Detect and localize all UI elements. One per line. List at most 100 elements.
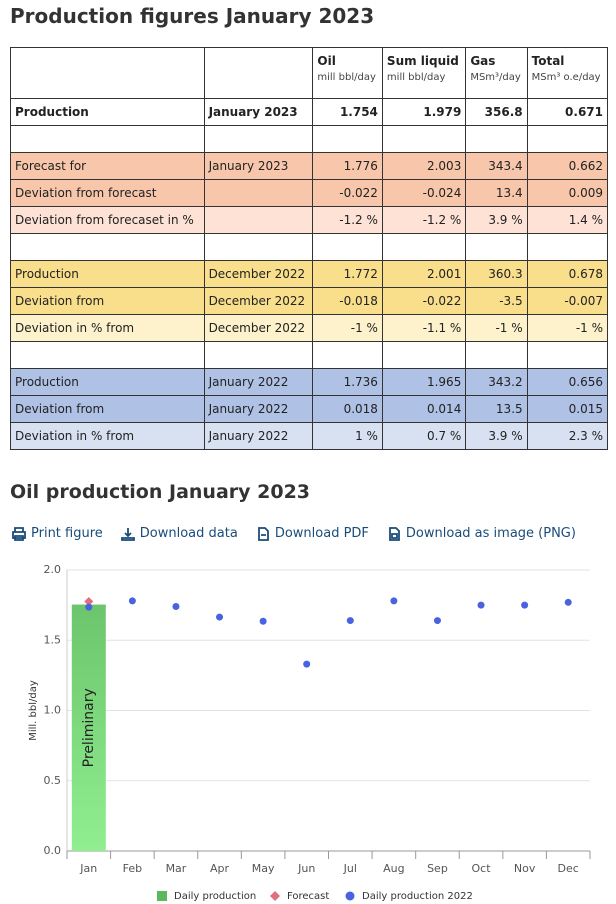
table-row: Deviation in % from January 2022 1 % 0.7 % 3… (10, 422, 609, 450)
spacer-row (10, 125, 609, 153)
header-name: Oil (317, 54, 336, 68)
toolbar-button[interactable]: Print figure (12, 526, 103, 541)
cell: -0.022 (312, 179, 383, 207)
cell: -0.024 (381, 179, 467, 207)
bar-annotation: Preliminary (81, 688, 97, 767)
x-tick-label: Dec (558, 862, 579, 875)
cell: 1.979 (381, 98, 467, 126)
table-row: Production January 2022 1.736 1.965 343.2 0.6… (10, 368, 609, 396)
cell: 2.3 % (526, 422, 609, 450)
cell: -0.007 (526, 287, 609, 315)
cell: 2.001 (381, 260, 467, 288)
table-row: Deviation from forecast -0.022 -0.024 13.4 0… (10, 179, 609, 207)
table-row: Deviation from forecaset in % -1.2 % -1.2 … (10, 206, 609, 234)
point (564, 598, 572, 606)
x-tick-label: Mar (166, 862, 187, 875)
cell: 0.7 % (381, 422, 467, 450)
x-tick-label: Jan (79, 862, 97, 875)
cell: 0.678 (526, 260, 609, 288)
y-tick-label: 2.0 (44, 563, 62, 576)
cell (381, 341, 467, 369)
toolbar-button[interactable]: Download as image (PNG) (387, 526, 576, 541)
cell: 0.018 (312, 395, 383, 423)
cell: Production (10, 260, 205, 288)
cell (526, 233, 609, 261)
x-tick-label: Oct (472, 862, 492, 875)
cell: 1.754 (312, 98, 383, 126)
header-unit: MSm³/day (470, 72, 521, 83)
cell: Forecast for (10, 152, 205, 180)
cell (203, 233, 314, 261)
point (259, 617, 267, 625)
cell (10, 341, 205, 369)
icon (389, 526, 400, 541)
toolbar-label: Download PDF (274, 526, 369, 541)
cell (381, 125, 467, 153)
table-row: Deviation from December 2022 -0.018 -0.022-… (10, 287, 609, 315)
header-cell: Gas MSm³/day (465, 47, 528, 99)
point (128, 597, 136, 605)
toolbar-label: Print figure (31, 526, 103, 541)
header-name: Gas (470, 54, 496, 68)
cell: 1.772 (312, 260, 383, 288)
cell: -0.018 (312, 287, 383, 315)
cell (10, 125, 205, 153)
cell: 13.4 (465, 179, 528, 207)
point (216, 613, 224, 621)
cell: Deviation from forecaset in % (10, 206, 205, 234)
y-tick-label: 1.0 (44, 704, 62, 717)
x-tick-label: Apr (210, 862, 230, 875)
toolbar-label: Download data (139, 526, 238, 541)
header-name: Total (531, 54, 565, 68)
legend-label: Forecast (287, 891, 329, 902)
header-unit: mill bbl/day (386, 72, 446, 83)
icon (120, 527, 135, 541)
header-cell: Total MSm³ o.e/day (526, 47, 609, 99)
forecast-marker (84, 596, 94, 606)
cell: Deviation from forecast (10, 179, 205, 207)
cell: January 2023 (203, 98, 314, 126)
cell (203, 341, 314, 369)
cell: 1.965 (381, 368, 467, 396)
toolbar-button[interactable]: Download PDF (256, 526, 369, 541)
cell: 0.656 (526, 368, 609, 396)
bar (71, 604, 106, 851)
cell: Deviation from (10, 287, 205, 315)
chart: 0.0 0.5 1.0 1.5 2.0 Mill. bbl/day Jan Feb Mar Apr… (28, 563, 591, 902)
legend-swatch (345, 891, 355, 901)
x-tick-label: Sep (427, 862, 448, 875)
cell: 1.4 % (526, 206, 609, 234)
table-row: Forecast for January 2023 1.776 2.003 343.4 0… (10, 152, 609, 180)
cell: Deviation from (10, 395, 205, 423)
cell: -0.022 (381, 287, 467, 315)
cell: Production (10, 368, 205, 396)
cell: 0.014 (381, 395, 467, 423)
cell: 0.662 (526, 152, 609, 180)
cell (312, 233, 383, 261)
cell: Deviation in % from (10, 314, 205, 342)
cell (10, 233, 205, 261)
cell: -1.2 % (381, 206, 467, 234)
point (477, 601, 485, 609)
table-row: Production December 2022 1.772 2.001 360.3 0.… (10, 260, 609, 288)
cell (526, 125, 609, 153)
cell: January 2022 (203, 368, 314, 396)
cell: Deviation in % from (10, 422, 205, 450)
toolbar: Print figure Download data Download PDF Dow… (12, 526, 576, 541)
cell: January 2022 (203, 395, 314, 423)
cell: -3.5 (465, 287, 528, 315)
cell: Production (10, 98, 205, 126)
cell: 3.9 % (465, 422, 528, 450)
legend-label: Daily production 2022 (362, 891, 473, 902)
toolbar-button[interactable]: Download data (120, 526, 238, 541)
header-unit: MSm³ o.e/day (531, 72, 601, 83)
point (85, 603, 93, 611)
point (433, 617, 441, 625)
cell (465, 233, 528, 261)
cell: -1.1 % (381, 314, 467, 342)
cell: 3.9 % (465, 206, 528, 234)
figures-table: Oil mill bbl/day Sum liquid mill bbl/day Gas… (10, 47, 609, 450)
header-cell (10, 47, 205, 99)
spacer-row (10, 233, 609, 261)
